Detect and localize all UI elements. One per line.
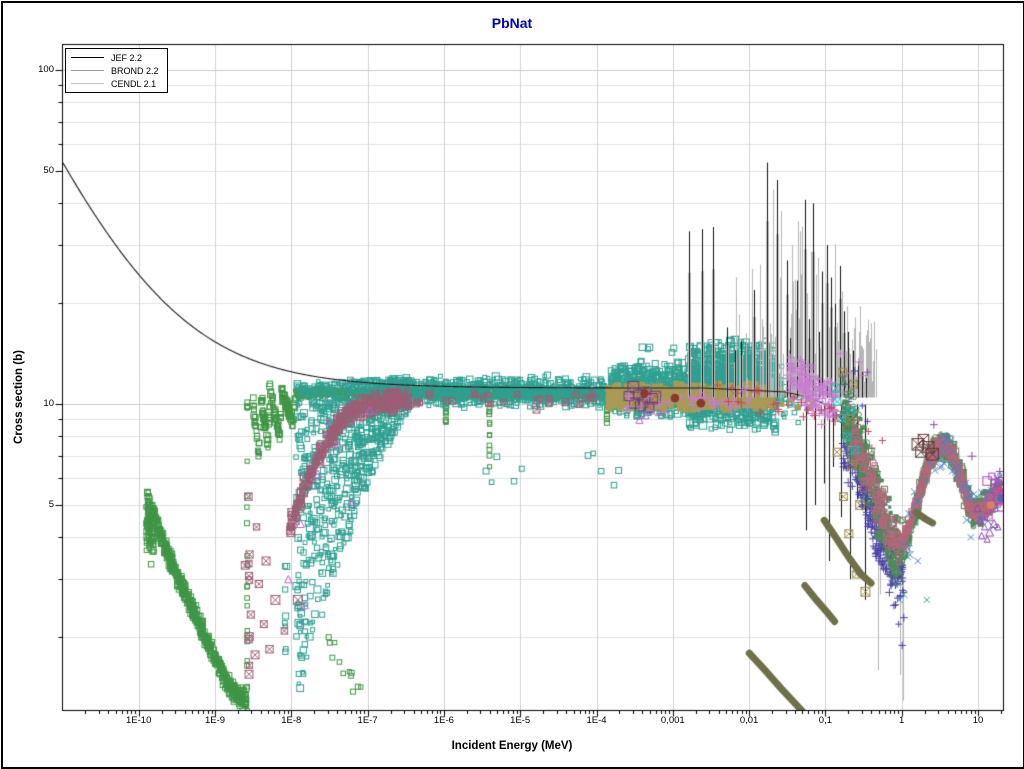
x-tick-label: 1: [899, 715, 905, 726]
x-tick-label: 10: [972, 715, 984, 726]
x-tick-label: 1E-4: [586, 715, 607, 726]
x-tick-label: 1E-7: [357, 715, 378, 726]
legend-entry-label: CENDL 2.1: [111, 78, 157, 89]
x-tick-label: 1E-8: [281, 715, 302, 726]
y-tick-label: 50: [43, 164, 54, 176]
y-axis-title: Cross section (b): [13, 350, 25, 444]
x-axis-title: Incident Energy (MeV): [451, 740, 573, 752]
x-tick-label: 0,1: [818, 715, 832, 726]
x-tick-label: 0,001: [660, 715, 685, 726]
page-title: PbNat: [491, 15, 533, 31]
x-tick-label: 0,01: [739, 715, 759, 726]
x-tick-label: 1E-10: [126, 715, 152, 726]
y-tick-label: 10: [43, 398, 54, 409]
y-tick-label: 5: [48, 498, 54, 510]
legend-entry-label: BROND 2.2: [111, 65, 159, 76]
x-tick-label: 1E-6: [433, 715, 454, 726]
x-tick-label: 1E-9: [204, 715, 226, 726]
legend-line-swatch: [71, 83, 104, 84]
x-tick-label: 1E-5: [510, 715, 531, 726]
legend-entry: JEF 2.2: [71, 51, 159, 64]
y-tick-label: 100: [38, 64, 54, 75]
legend-entry-label: JEF 2.2: [111, 52, 143, 63]
legend-entry: BROND 2.2: [71, 64, 159, 77]
legend-line-swatch: [71, 70, 104, 71]
legend-line-swatch: [71, 57, 104, 58]
legend-entry: CENDL 2.1: [71, 77, 159, 90]
legend: JEF 2.2 BROND 2.2 CENDL 2.1: [65, 48, 168, 93]
